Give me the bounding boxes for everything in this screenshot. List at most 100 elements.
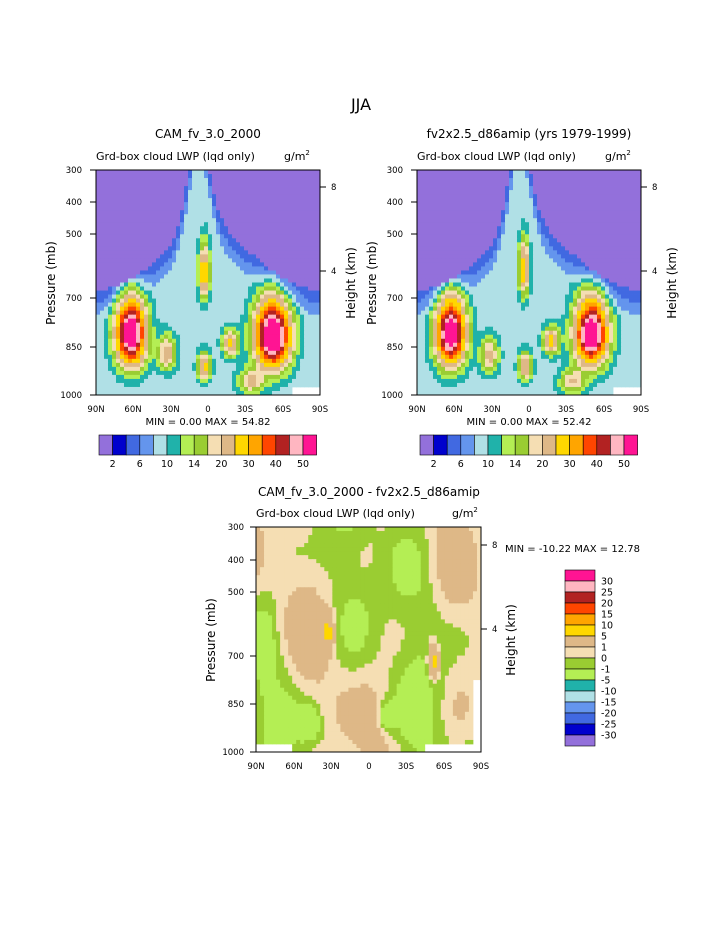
field-cell [509,186,514,191]
field-cell [96,354,101,360]
field-cell [304,302,309,308]
field-cell [180,234,185,239]
field-cell [537,238,542,243]
field-cell [264,230,269,235]
field-cell [577,194,582,199]
field-cell [485,238,490,243]
field-cell [453,170,458,175]
field-cell [124,302,129,308]
field-cell [276,346,281,352]
field-cell [112,330,117,336]
field-cell [629,202,634,207]
field-cell [276,254,281,259]
field-cell [192,318,197,324]
field-cell [613,226,618,231]
field-cell [288,202,293,207]
field-cell [541,286,546,291]
field-cell [453,186,458,191]
field-cell [633,258,638,263]
field-cell [433,242,438,247]
field-cell [268,198,273,203]
field-cell [437,218,442,223]
field-cell [549,274,554,279]
field-cell [312,342,317,348]
field-cell [272,338,277,344]
field-cell [140,306,145,312]
field-cell [148,242,153,247]
field-cell [264,298,269,303]
field-cell [192,326,197,332]
field-cell [136,226,141,231]
field-cell [208,250,213,255]
field-cell [509,238,514,243]
field-cell [489,294,494,299]
field-cell [497,298,502,303]
field-cell [212,206,217,211]
field-cell [104,330,109,336]
field-cell [609,282,614,287]
field-cell [236,190,241,195]
field-cell [272,390,277,396]
field-cell [513,274,518,279]
field-cell [288,218,293,223]
field-cell [224,274,229,279]
field-cell [565,234,570,239]
field-cell [104,218,109,223]
field-cell [288,238,293,243]
field-cell [493,182,498,187]
field-cell [280,238,285,243]
field-cell [433,230,438,235]
field-cell [244,226,249,231]
field-cell [280,234,285,239]
field-cell [244,186,249,191]
field-cell [124,234,129,239]
field-cell [204,390,209,396]
field-cell [537,270,542,275]
field-cell [505,254,510,259]
field-cell [220,262,225,267]
field-cell [168,170,173,175]
field-cell [164,202,169,207]
field-cell [144,390,149,396]
field-cell [140,174,145,179]
field-cell [140,382,145,388]
field-cell [272,386,277,392]
field-cell [477,190,482,195]
field-cell [192,350,197,356]
field-cell [441,286,446,291]
field-cell [509,230,514,235]
field-cell [152,338,157,344]
field-cell [160,274,165,279]
field-cell [116,226,121,231]
field-cell [417,218,422,223]
field-cell [124,238,129,243]
field-cell [296,350,301,356]
field-cell [220,226,225,231]
field-cell [160,342,165,348]
field-cell [100,190,105,195]
field-cell [545,214,550,219]
field-cell [196,326,201,332]
field-cell [188,178,193,183]
field-cell [232,362,237,368]
field-cell [268,322,273,328]
field-cell [477,274,482,279]
field-cell [485,274,490,279]
field-cell [605,214,610,219]
field-cell [569,182,574,187]
field-cell [481,198,486,203]
field-cell [212,326,217,332]
field-cell [489,286,494,291]
field-cell [156,270,161,275]
panel-1-colorbar: 2 6 10 14 20 30 40 50 [98,434,317,470]
field-cell [296,250,301,255]
field-cell [284,326,289,332]
field-cell [497,210,502,215]
field-cell [208,314,213,320]
field-cell [220,298,225,303]
field-cell [453,282,458,287]
field-cell [128,190,133,195]
field-cell [172,210,177,215]
field-cell [112,254,117,259]
field-cell [128,266,133,271]
